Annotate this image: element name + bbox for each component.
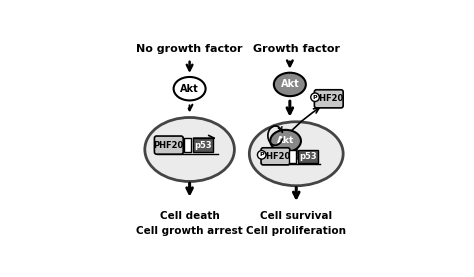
Ellipse shape [270,130,301,152]
FancyBboxPatch shape [155,136,183,154]
Text: Akt: Akt [277,137,294,145]
Text: Akt: Akt [281,79,299,89]
FancyBboxPatch shape [183,138,191,152]
Text: P: P [313,95,317,100]
FancyBboxPatch shape [193,138,213,152]
Text: Cell growth arrest: Cell growth arrest [136,225,243,235]
Ellipse shape [249,122,343,186]
Text: p53: p53 [194,141,212,150]
Text: Cell death: Cell death [160,211,219,220]
Text: Cell survival: Cell survival [260,211,332,220]
Text: Cell proliferation: Cell proliferation [246,225,346,235]
FancyBboxPatch shape [261,148,290,165]
Text: No growth factor: No growth factor [137,44,243,54]
Ellipse shape [274,73,306,96]
Text: PHF20: PHF20 [154,141,184,150]
Circle shape [257,151,266,159]
Ellipse shape [173,77,206,101]
Text: PHF20: PHF20 [314,94,344,103]
Circle shape [311,93,319,101]
Text: Akt: Akt [180,84,199,94]
FancyBboxPatch shape [314,90,343,108]
Text: Growth factor: Growth factor [253,44,340,54]
Text: p53: p53 [299,152,317,161]
FancyBboxPatch shape [290,150,296,163]
Text: P: P [259,152,264,157]
Text: PHF20: PHF20 [260,152,291,161]
FancyBboxPatch shape [298,150,318,163]
Ellipse shape [145,117,235,181]
